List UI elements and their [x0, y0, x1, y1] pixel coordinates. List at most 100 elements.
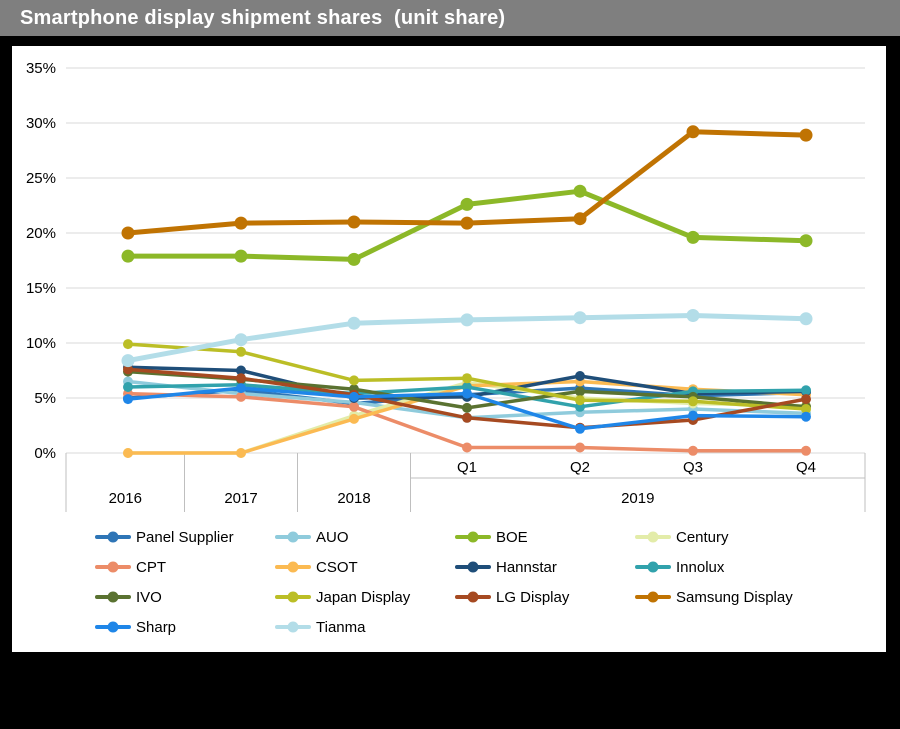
page-title: Smartphone display shipment shares (unit… [20, 6, 506, 29]
x-axis-quarter-label: Q3 [683, 459, 703, 476]
data-point-hannstar [575, 371, 585, 381]
data-point-lg-display [801, 394, 811, 405]
legend-label: CSOT [316, 558, 358, 576]
data-point-boe [686, 230, 700, 244]
legend-item-innolux: Innolux [635, 557, 724, 577]
data-point-sharp [123, 394, 133, 405]
legend-item-sharp: Sharp [95, 617, 176, 637]
data-point-japan-display [462, 373, 472, 384]
data-point-boe [121, 249, 135, 263]
data-point-tianma [234, 333, 248, 347]
data-point-ivo [462, 402, 472, 413]
y-axis-tick-label: 30% [26, 115, 56, 132]
data-point-sharp [349, 391, 359, 402]
data-point-cpt [462, 442, 472, 453]
data-point-japan-display [236, 346, 246, 357]
data-point-boe [347, 252, 361, 266]
legend-item-hannstar: Hannstar [455, 557, 557, 577]
legend-label: BOE [496, 528, 528, 546]
data-point-csot [123, 448, 133, 458]
y-axis-tick-label: 15% [26, 280, 56, 297]
legend-item-lg-display: LG Display [455, 587, 569, 607]
legend-label: Panel Supplier [136, 528, 234, 546]
x-axis-year-label: 2018 [337, 490, 370, 507]
data-point-sharp [236, 383, 246, 394]
legend-label: AUO [316, 528, 349, 546]
chart-plot-area: 0% 5% 10% 15% 20% 25% 30% 35% 2016 2017 2018 Q1 Q2 Q3… [26, 60, 866, 512]
data-point-cpt [575, 442, 585, 453]
data-point-samsung-display [573, 212, 587, 226]
data-point-csot [349, 413, 359, 424]
legend-label: Sharp [136, 618, 177, 636]
x-axis-quarter-label: Q4 [796, 459, 816, 476]
legend-label: IVO [136, 588, 162, 606]
legend-marker-icon [647, 591, 659, 603]
title-bar: Smartphone display shipment shares (unit… [0, 0, 900, 36]
legend-swatch-samsung-display [635, 591, 671, 603]
y-axis-tick-label: 20% [26, 225, 56, 242]
legend-item-ivo: IVO [95, 587, 162, 607]
data-point-sharp [688, 410, 698, 421]
legend-marker-icon [287, 621, 299, 633]
legend-item-samsung-display: Samsung Display [635, 587, 793, 607]
legend-item-century: Century [635, 527, 729, 547]
legend-swatch-lg-display [455, 591, 491, 603]
data-point-csot [236, 448, 246, 458]
data-point-samsung-display [347, 215, 361, 229]
legend-item-csot: CSOT [275, 557, 358, 577]
legend-item-auo: AUO [275, 527, 349, 547]
data-point-sharp [462, 388, 472, 399]
data-point-boe [234, 249, 248, 263]
legend-marker-icon [647, 531, 659, 543]
data-point-cpt [236, 391, 246, 402]
data-point-japan-display [688, 396, 698, 407]
legend-label: Hannstar [496, 558, 557, 576]
y-axis-tick-label: 35% [26, 60, 56, 77]
legend-swatch-csot [275, 561, 311, 573]
data-point-cpt [688, 445, 698, 456]
legend-label: LG Display [496, 588, 570, 606]
x-axis-quarter-label: Q1 [457, 459, 477, 476]
legend-swatch-ivo [95, 591, 131, 603]
x-axis-year-label: 2016 [109, 490, 142, 507]
data-point-lg-display [462, 412, 472, 423]
data-point-boe [799, 234, 813, 248]
x-axis-year-label: 2017 [224, 490, 257, 507]
legend-label: Innolux [676, 558, 725, 576]
data-point-tianma [460, 313, 474, 327]
data-point-tianma [573, 311, 587, 325]
legend-swatch-hannstar [455, 561, 491, 573]
legend-marker-icon [467, 531, 479, 543]
data-point-ivo [575, 386, 585, 397]
data-point-lg-display [123, 364, 133, 375]
legend-swatch-century [635, 531, 671, 543]
data-point-tianma [121, 354, 135, 368]
data-point-innolux [123, 382, 133, 392]
legend-item-tianma: Tianma [275, 617, 365, 637]
legend-label: Japan Display [316, 588, 411, 606]
legend-label: Century [676, 528, 729, 546]
data-point-japan-display [349, 375, 359, 386]
legend-swatch-panel-supplier [95, 531, 131, 543]
data-point-sharp [575, 423, 585, 434]
legend-marker-icon [287, 531, 299, 543]
legend-item-japan-display: Japan Display [275, 587, 410, 607]
legend-swatch-cpt [95, 561, 131, 573]
data-point-hannstar [236, 365, 246, 376]
legend-item-boe: BOE [455, 527, 528, 547]
legend-label: CPT [136, 558, 166, 576]
legend-item-panel-supplier: Panel Supplier [95, 527, 234, 547]
data-point-boe [573, 184, 587, 198]
legend-swatch-sharp [95, 621, 131, 633]
legend-marker-icon [107, 561, 119, 573]
y-axis-tick-label: 0% [34, 445, 56, 462]
y-axis-tick-label: 10% [26, 335, 56, 352]
legend-label: Samsung Display [676, 588, 793, 606]
data-point-japan-display [575, 395, 585, 406]
legend-marker-icon [647, 561, 659, 573]
legend-marker-icon [467, 561, 479, 573]
legend-marker-icon [287, 591, 299, 603]
data-point-samsung-display [799, 128, 813, 142]
y-axis-tick-label: 25% [26, 170, 56, 187]
legend-label: Tianma [316, 618, 366, 636]
